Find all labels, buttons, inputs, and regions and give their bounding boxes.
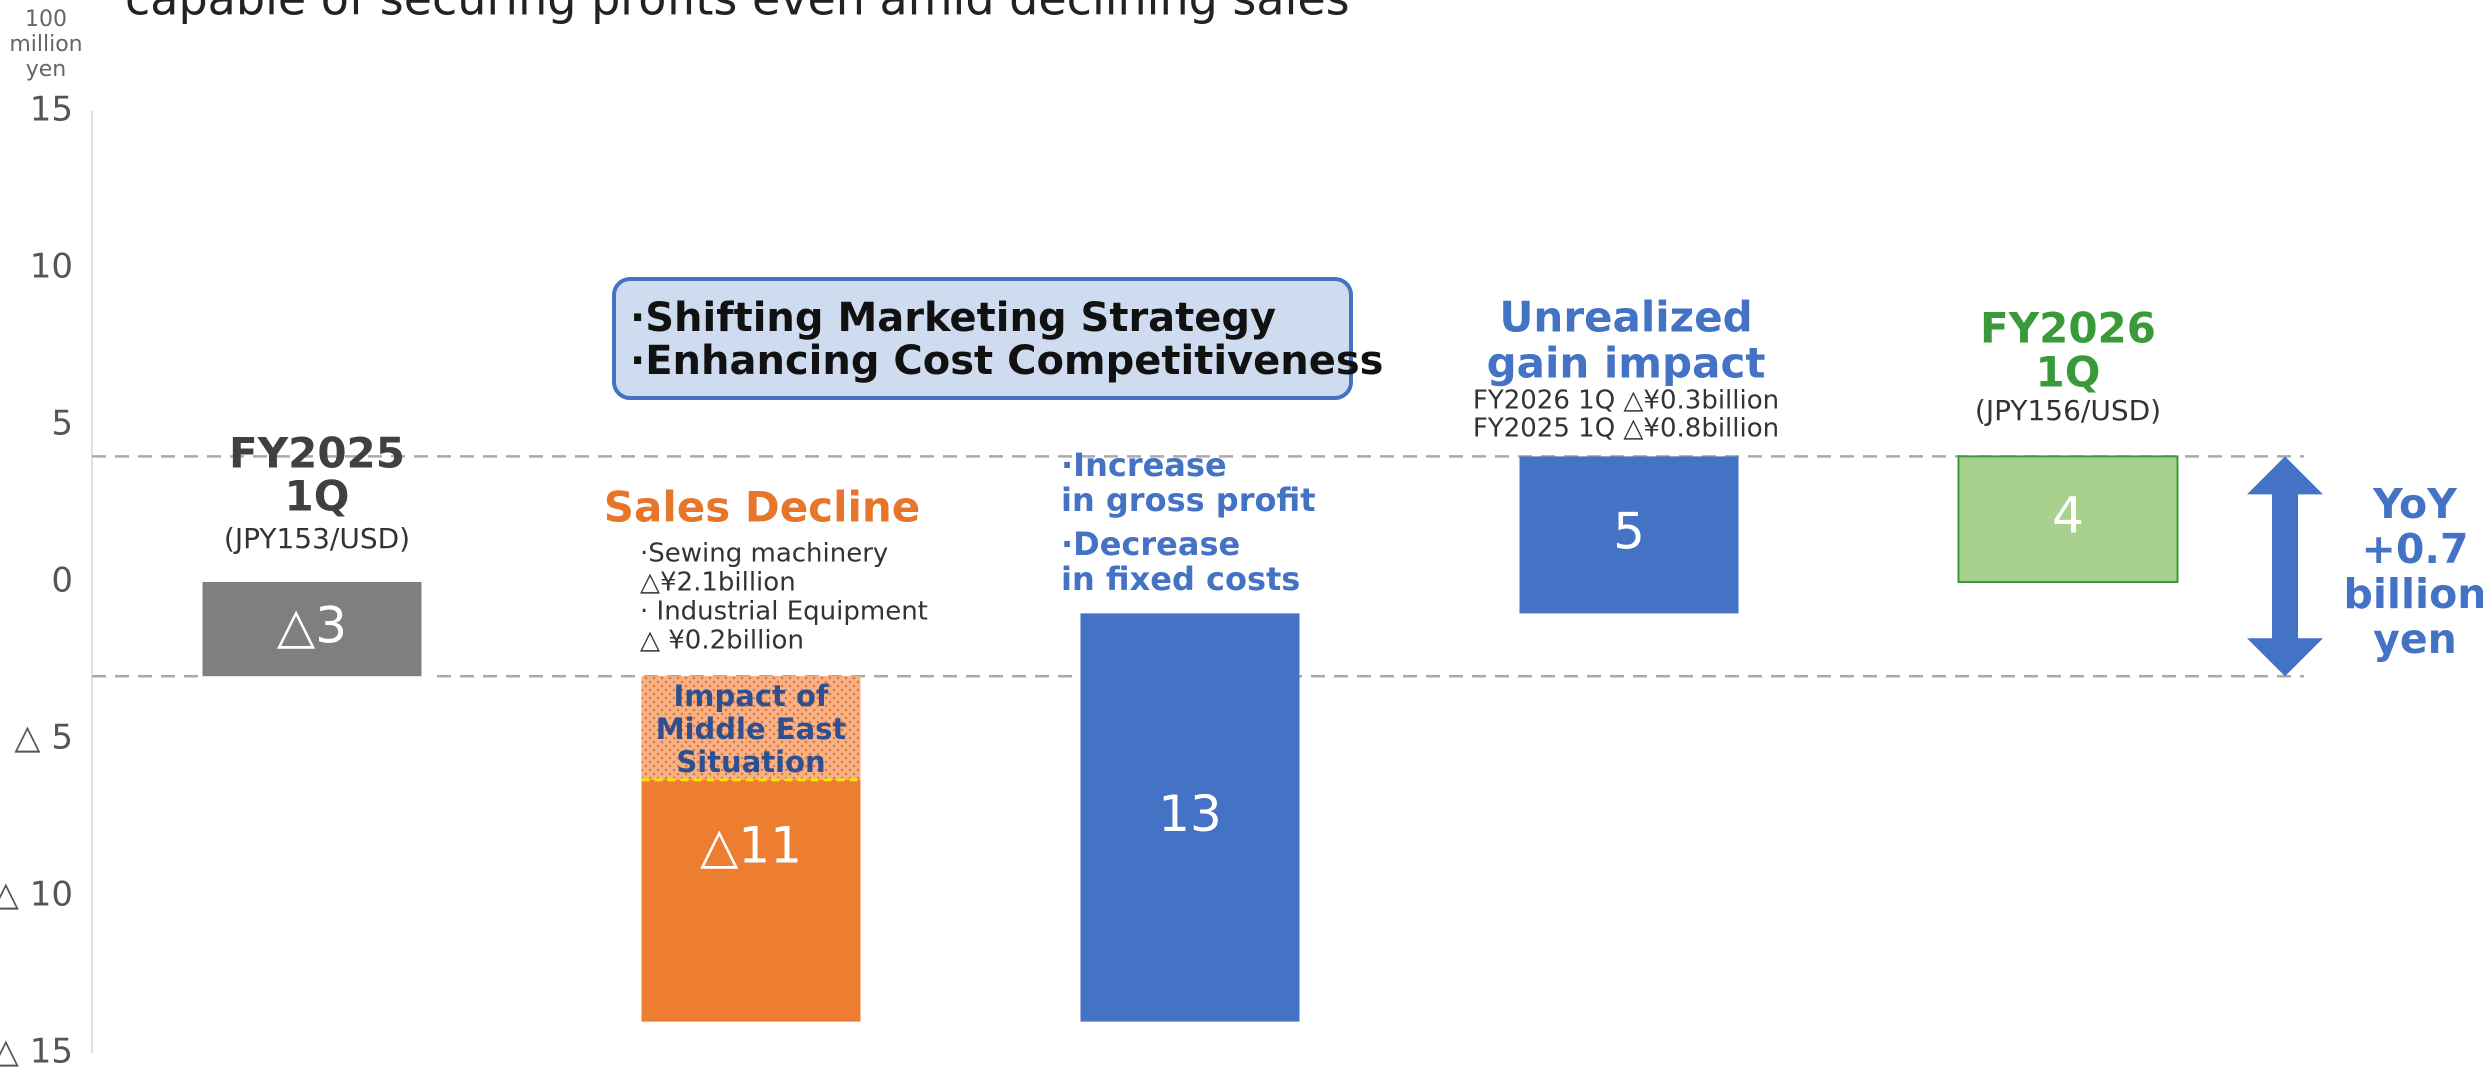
category-label: 1Q (2036, 348, 2101, 397)
y-tick-label: 5 (51, 404, 73, 444)
callout-text: ·Shifting Marketing Strategy (630, 295, 1276, 341)
y-unit: 100 (25, 7, 67, 32)
highlight-label: Impact of (673, 679, 828, 713)
category-note: △ ¥0.2billion (640, 626, 804, 656)
category-label: Sales Decline (604, 483, 921, 532)
category-label: ·Decrease (1061, 525, 1240, 563)
bar (202, 582, 422, 677)
category-label: Unrealized (1499, 293, 1752, 342)
value-label: △11 (700, 816, 802, 874)
y-tick-label: 10 (30, 247, 73, 287)
category-note: FY2026 1Q △¥0.3billion (1473, 386, 1779, 416)
category-label: in fixed costs (1061, 560, 1300, 598)
category-note: FY2025 1Q △¥0.8billion (1473, 414, 1779, 444)
y-tick-label: △ 10 (0, 875, 73, 915)
yoy-label: +0.7 (2362, 525, 2469, 573)
callout-box (612, 277, 1353, 400)
category-label: in gross profit (1061, 481, 1315, 519)
category-label: ·Increase (1061, 446, 1227, 484)
yoy-label: billion (2344, 570, 2483, 618)
category-note: ·Sewing machinery (640, 539, 888, 569)
bar (1957, 455, 2179, 583)
bar (1080, 613, 1300, 1022)
value-label: 5 (1613, 502, 1645, 560)
yoy-arrow (2247, 456, 2323, 677)
bar (1519, 456, 1739, 614)
yoy-label: YoY (2372, 480, 2458, 528)
callout-text: ·Enhancing Cost Competitiveness (630, 338, 1383, 384)
value-label: △3 (277, 597, 347, 655)
highlight-segment (641, 676, 861, 780)
y-tick-label: △ 15 (0, 1032, 73, 1072)
chart-title: capable of securing profits even amid de… (125, 0, 1350, 26)
category-label: FY2025 (229, 429, 405, 478)
highlight-label: Middle East (656, 712, 847, 746)
y-tick-label: 0 (51, 561, 73, 601)
value-label: 4 (2052, 487, 2084, 545)
category-label: gain impact (1487, 339, 1766, 388)
category-label: 1Q (285, 472, 350, 521)
y-tick-label: 15 (30, 90, 73, 130)
highlight-label: Situation (676, 745, 825, 779)
y-unit: million (9, 32, 82, 57)
category-note: △¥2.1billion (640, 568, 796, 598)
y-unit: yen (26, 57, 67, 82)
yoy-label: yen (2373, 615, 2457, 663)
category-note: · Industrial Equipment (640, 597, 928, 627)
category-label: FY2026 (1980, 304, 2156, 353)
category-note: (JPY156/USD) (1975, 394, 2161, 427)
value-label: 13 (1158, 785, 1222, 843)
category-note: (JPY153/USD) (224, 522, 410, 555)
y-tick-label: △ 5 (14, 718, 73, 758)
